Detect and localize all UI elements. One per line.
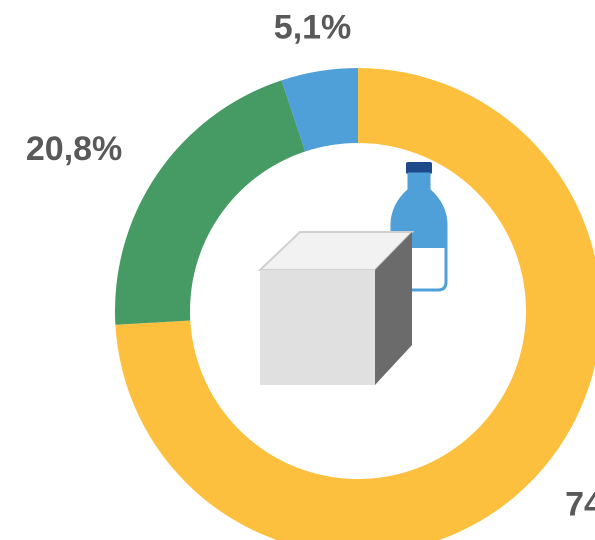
page: {"chart_data": {"type": "donut", "values… (0, 0, 595, 540)
cube-front (260, 270, 375, 385)
center-icon (260, 162, 446, 385)
bottle-cap (406, 162, 432, 174)
value-label: 74,1% (565, 486, 595, 524)
value-label: 20,8% (26, 130, 122, 168)
chart: 74,1% 20,8% 5,1% (0, 0, 595, 540)
value-label: 5,1% (274, 9, 352, 47)
